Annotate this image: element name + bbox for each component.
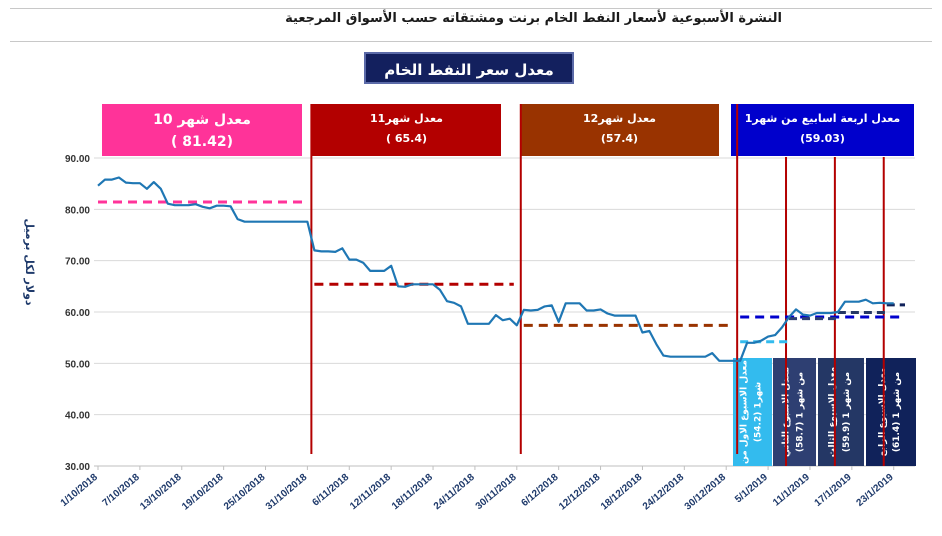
week-average-box — [866, 358, 916, 466]
x-tick-label: 31/10/2018 — [264, 472, 310, 513]
x-tick-label: 25/10/2018 — [222, 472, 268, 513]
week-average-label: من شهر 1 (59.9) — [842, 372, 852, 452]
y-tick-label: 60.00 — [65, 308, 90, 319]
month-average-box — [520, 104, 719, 156]
header-rule — [10, 8, 932, 42]
week-average-label: شهر1 (54.2) — [754, 382, 764, 442]
x-tick-label: 18/11/2018 — [390, 472, 435, 513]
x-tick-label: 1/10/2018 — [59, 472, 100, 509]
y-tick-label: 50.00 — [65, 359, 90, 370]
y-tick-label: 90.00 — [65, 154, 90, 165]
x-tick-label: 24/11/2018 — [432, 472, 477, 513]
month-average-label: معدل شهر 10 — [153, 112, 251, 128]
month-average-label: معدل شهر12 — [583, 112, 656, 125]
y-tick-label: 30.00 — [65, 462, 90, 473]
week-average-box — [818, 358, 864, 466]
month-average-label: معدل شهر11 — [370, 112, 443, 125]
chart-title: معدل سعر النفط الخام برنت — [364, 52, 574, 111]
week-average-label: معدل الاسبوع الاول من — [740, 360, 750, 464]
month-average-box — [312, 104, 501, 156]
month-average-value: ( 65.4) — [386, 132, 427, 145]
x-tick-label: 23/1/2019 — [854, 472, 895, 509]
x-tick-label: 6/11/2018 — [310, 472, 351, 509]
x-tick-label: 11/1/2019 — [771, 472, 812, 509]
x-tick-label: 12/12/2018 — [557, 472, 603, 513]
week-average-label: من شهر 1 (58.7) — [796, 372, 806, 452]
month-average-value: (59.03) — [800, 132, 845, 145]
x-tick-label: 6/12/2018 — [519, 472, 560, 509]
x-tick-label: 12/11/2018 — [348, 472, 393, 513]
y-tick-label: 70.00 — [65, 257, 90, 268]
bulletin-title: النشرة الأسبوعية لأسعار النفط الخام برنت… — [285, 11, 782, 26]
brent-price-line — [97, 176, 894, 362]
month-average-value: (57.4) — [601, 132, 638, 145]
x-tick-label: 5/1/2019 — [733, 472, 770, 506]
x-tick-label: 24/12/2018 — [641, 472, 687, 513]
week-average-label: من شهر 1 (61.4) — [892, 372, 902, 452]
month-average-box — [731, 104, 914, 156]
x-tick-label: 19/10/2018 — [180, 472, 226, 513]
y-tick-label: 80.00 — [65, 205, 90, 216]
y-axis-label: دولار لكل برميل — [23, 218, 36, 305]
week-average-label: معدل الاسبوع الثالث — [828, 367, 838, 457]
month-average-label: معدل اربعة اسابيع من شهر1 — [745, 112, 901, 125]
x-tick-label: 18/12/2018 — [599, 472, 645, 513]
x-tick-label: 7/10/2018 — [101, 472, 142, 509]
week-average-box — [773, 358, 816, 466]
month-average-value: ( 81.42) — [171, 134, 233, 150]
x-tick-label: 30/11/2018 — [474, 472, 519, 513]
x-tick-label: 17/1/2019 — [813, 472, 854, 509]
x-tick-label: 13/10/2018 — [138, 472, 184, 513]
y-tick-label: 40.00 — [65, 411, 90, 422]
week-average-box — [733, 358, 772, 466]
x-tick-label: 30/12/2018 — [683, 472, 729, 513]
month-average-box — [102, 104, 302, 156]
